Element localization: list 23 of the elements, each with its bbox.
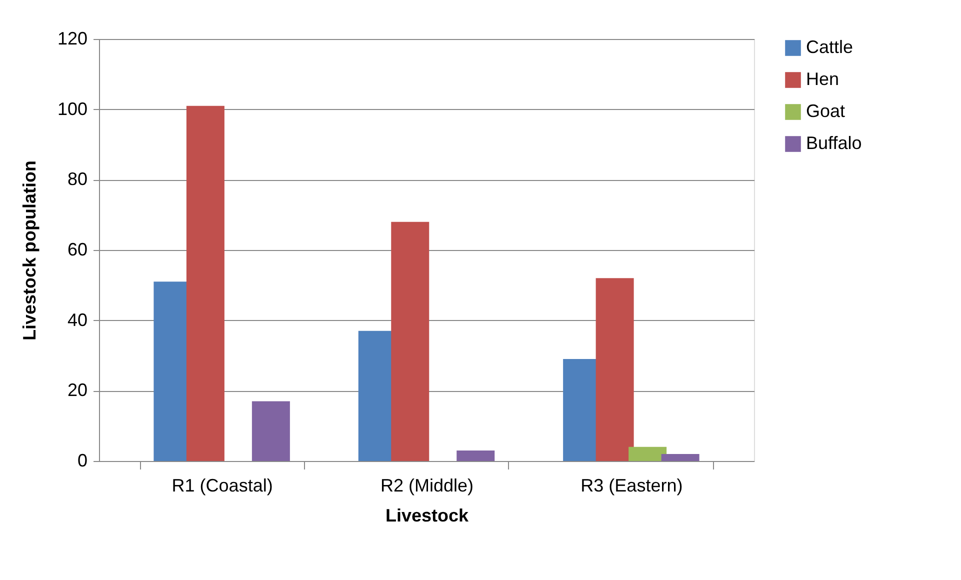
y-tick-label: 0 bbox=[77, 450, 88, 470]
x-tick-label: R3 (Eastern) bbox=[580, 476, 683, 496]
bar bbox=[391, 222, 430, 461]
y-axis-title: Livestock population bbox=[19, 160, 40, 341]
legend-label: Buffalo bbox=[806, 133, 862, 153]
y-tick-label: 60 bbox=[67, 240, 88, 260]
bar bbox=[628, 446, 667, 461]
legend-label: Cattle bbox=[806, 37, 854, 57]
y-tick-label: 100 bbox=[57, 98, 88, 119]
legend-label: Goat bbox=[806, 101, 846, 121]
y-tick-label: 20 bbox=[67, 380, 88, 400]
bar bbox=[456, 450, 495, 461]
y-tick-label: 40 bbox=[67, 310, 88, 330]
x-tick-label: R1 (Coastal) bbox=[172, 476, 273, 496]
x-axis-title: Livestock bbox=[385, 506, 470, 526]
bar bbox=[186, 106, 224, 461]
y-tick-label: 80 bbox=[67, 169, 88, 190]
y-tick-label: 120 bbox=[57, 28, 88, 48]
x-tick-label: R2 (Middle) bbox=[380, 476, 474, 496]
legend-label: Hen bbox=[806, 69, 840, 89]
bar bbox=[661, 454, 700, 461]
bar bbox=[596, 278, 634, 461]
bar bbox=[252, 401, 290, 461]
